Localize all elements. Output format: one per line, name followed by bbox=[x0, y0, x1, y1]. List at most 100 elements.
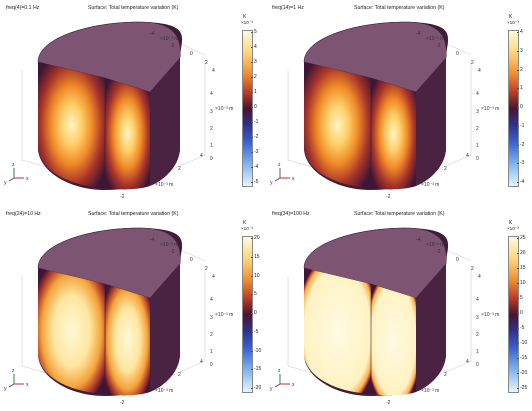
colorbar bbox=[508, 236, 519, 393]
colorbar-tick-label: 15 bbox=[254, 253, 260, 260]
axis-tick-label: -2 bbox=[120, 194, 125, 200]
colorbar-tick-mark bbox=[517, 32, 519, 33]
colorbar-tick-label: 5 bbox=[520, 295, 523, 301]
axis-tick-label: 0 bbox=[476, 156, 479, 162]
colorbar-tick-mark bbox=[517, 313, 519, 314]
colorbar-tick-label: -4 bbox=[254, 164, 259, 170]
colorbar-tick-label: 5 bbox=[254, 29, 257, 35]
axis-tick-label: 2 bbox=[210, 126, 213, 132]
cut-face-left bbox=[38, 268, 105, 394]
cut-face-right bbox=[371, 284, 416, 396]
axis-tick-label: 4 bbox=[478, 274, 481, 280]
cylinder-side-surface bbox=[416, 264, 446, 392]
colorbar-exponent: ×10⁻³ bbox=[507, 20, 519, 25]
colorbar-tick-label: -25 bbox=[520, 385, 528, 391]
colorbar-tick-mark bbox=[251, 388, 253, 389]
colorbar-tick-label: 4 bbox=[520, 29, 523, 35]
axis-tick-label: 0 bbox=[456, 257, 459, 263]
cylinder-side-surface bbox=[150, 58, 180, 186]
colorbar-tick-label: 15 bbox=[520, 265, 526, 271]
axis-tick-label: 4 bbox=[210, 91, 213, 97]
axis-tick-label: 4 bbox=[466, 153, 469, 159]
colorbar-tick-mark bbox=[517, 388, 519, 389]
plot-panel: freq(14)=1 Hz Surface: Total temperature … bbox=[266, 0, 532, 205]
axis-tick-label: 0 bbox=[150, 181, 153, 187]
colorbar-tick-mark bbox=[251, 275, 253, 277]
colorbar-tick-label: 3 bbox=[254, 59, 257, 65]
axis-unit-label: ×10⁻³ m bbox=[160, 242, 178, 248]
frequency-label: freq(24)=10 Hz bbox=[6, 211, 41, 217]
surface-title: Surface: Total temperature variation (K) bbox=[354, 211, 445, 217]
colorbar-tick-label: 1 bbox=[520, 85, 523, 92]
cylinder-top-surface bbox=[303, 21, 447, 93]
axis-unit-label: ×10⁻³ m bbox=[155, 388, 173, 394]
colorbar-tick-mark bbox=[251, 182, 253, 183]
axis-tick-label: 4 bbox=[210, 297, 213, 303]
colorbar-tick-label: -1 bbox=[254, 119, 259, 125]
axis-tick-label: 0 bbox=[456, 51, 459, 57]
axis-tick-label: 4 bbox=[476, 91, 479, 97]
axis-tick-label: 4 bbox=[476, 297, 479, 303]
cut-face-right bbox=[105, 284, 150, 396]
cut-face-left bbox=[304, 62, 371, 188]
colorbar-tick-label: -10 bbox=[520, 340, 528, 346]
svg-text:z: z bbox=[278, 162, 281, 168]
axis-tick-label: 1 bbox=[476, 349, 479, 355]
colorbar-tick-label: -15 bbox=[520, 355, 528, 361]
colorbar-tick-mark bbox=[251, 350, 253, 352]
colorbar-tick-mark bbox=[251, 331, 253, 333]
svg-text:y: y bbox=[270, 180, 273, 186]
frequency-label: freq(4)=0.1 Hz bbox=[6, 5, 40, 11]
cylinder-top-surface bbox=[37, 21, 181, 93]
colorbar-tick-mark bbox=[517, 343, 519, 344]
colorbar-tick-label: 0 bbox=[520, 310, 523, 316]
axis-tick-label: 0 bbox=[476, 362, 479, 368]
axis-tick-label: 2 bbox=[444, 372, 447, 378]
axis-tick-label: 4 bbox=[212, 68, 215, 74]
svg-text:y: y bbox=[4, 180, 7, 186]
colorbar-tick-mark bbox=[251, 32, 253, 33]
axis-tick-label: 2 bbox=[476, 126, 479, 132]
axis-unit-label: ×10⁻³ m bbox=[421, 388, 439, 394]
colorbar bbox=[242, 236, 253, 393]
axis-tick-label: 3 bbox=[210, 109, 213, 115]
cut-face-left bbox=[38, 62, 105, 188]
colorbar-tick-label: 1 bbox=[254, 89, 257, 95]
colorbar-tick-mark bbox=[517, 268, 519, 269]
svg-text:z: z bbox=[12, 162, 15, 168]
colorbar bbox=[242, 30, 253, 187]
colorbar-tick-mark bbox=[517, 238, 519, 239]
axis-unit-label: ×10⁻³ m bbox=[215, 312, 233, 318]
svg-text:z: z bbox=[12, 368, 15, 374]
axis-tick-label: 4 bbox=[200, 153, 203, 159]
colorbar-tick-mark bbox=[251, 47, 253, 48]
axis-unit-label: ×10⁻³ m bbox=[426, 36, 444, 42]
axis-tick-label: -4 bbox=[416, 237, 421, 243]
axis-unit-label: ×10⁻³ m bbox=[481, 106, 499, 112]
colorbar-tick-label: 3 bbox=[520, 47, 523, 54]
colorbar-tick-mark bbox=[517, 163, 519, 165]
colorbar-tick-label: 20 bbox=[520, 250, 526, 256]
svg-text:x: x bbox=[292, 176, 295, 182]
colorbar-tick-label: -1 bbox=[520, 122, 525, 129]
colorbar-tick-label: -5 bbox=[254, 179, 259, 185]
colorbar-tick-mark bbox=[251, 152, 253, 153]
axis-tick-label: 2 bbox=[444, 166, 447, 172]
axis-tick-label: 3 bbox=[476, 109, 479, 115]
axis-tick-label: 4 bbox=[478, 68, 481, 74]
colorbar-tick-label: 10 bbox=[520, 280, 526, 286]
colorbar-tick-label: -4 bbox=[520, 179, 525, 185]
svg-text:x: x bbox=[26, 382, 29, 388]
axis-tick-label: 0 bbox=[210, 156, 213, 162]
colorbar-tick-label: 0 bbox=[254, 104, 257, 110]
colorbar-tick-label: 10 bbox=[254, 272, 260, 279]
axis-tick-label: -2 bbox=[436, 43, 441, 49]
axis-tick-label: 1 bbox=[476, 143, 479, 149]
colorbar-unit: K bbox=[509, 14, 513, 20]
colorbar-tick-mark bbox=[517, 69, 519, 71]
colorbar-tick-label: -3 bbox=[520, 160, 525, 167]
